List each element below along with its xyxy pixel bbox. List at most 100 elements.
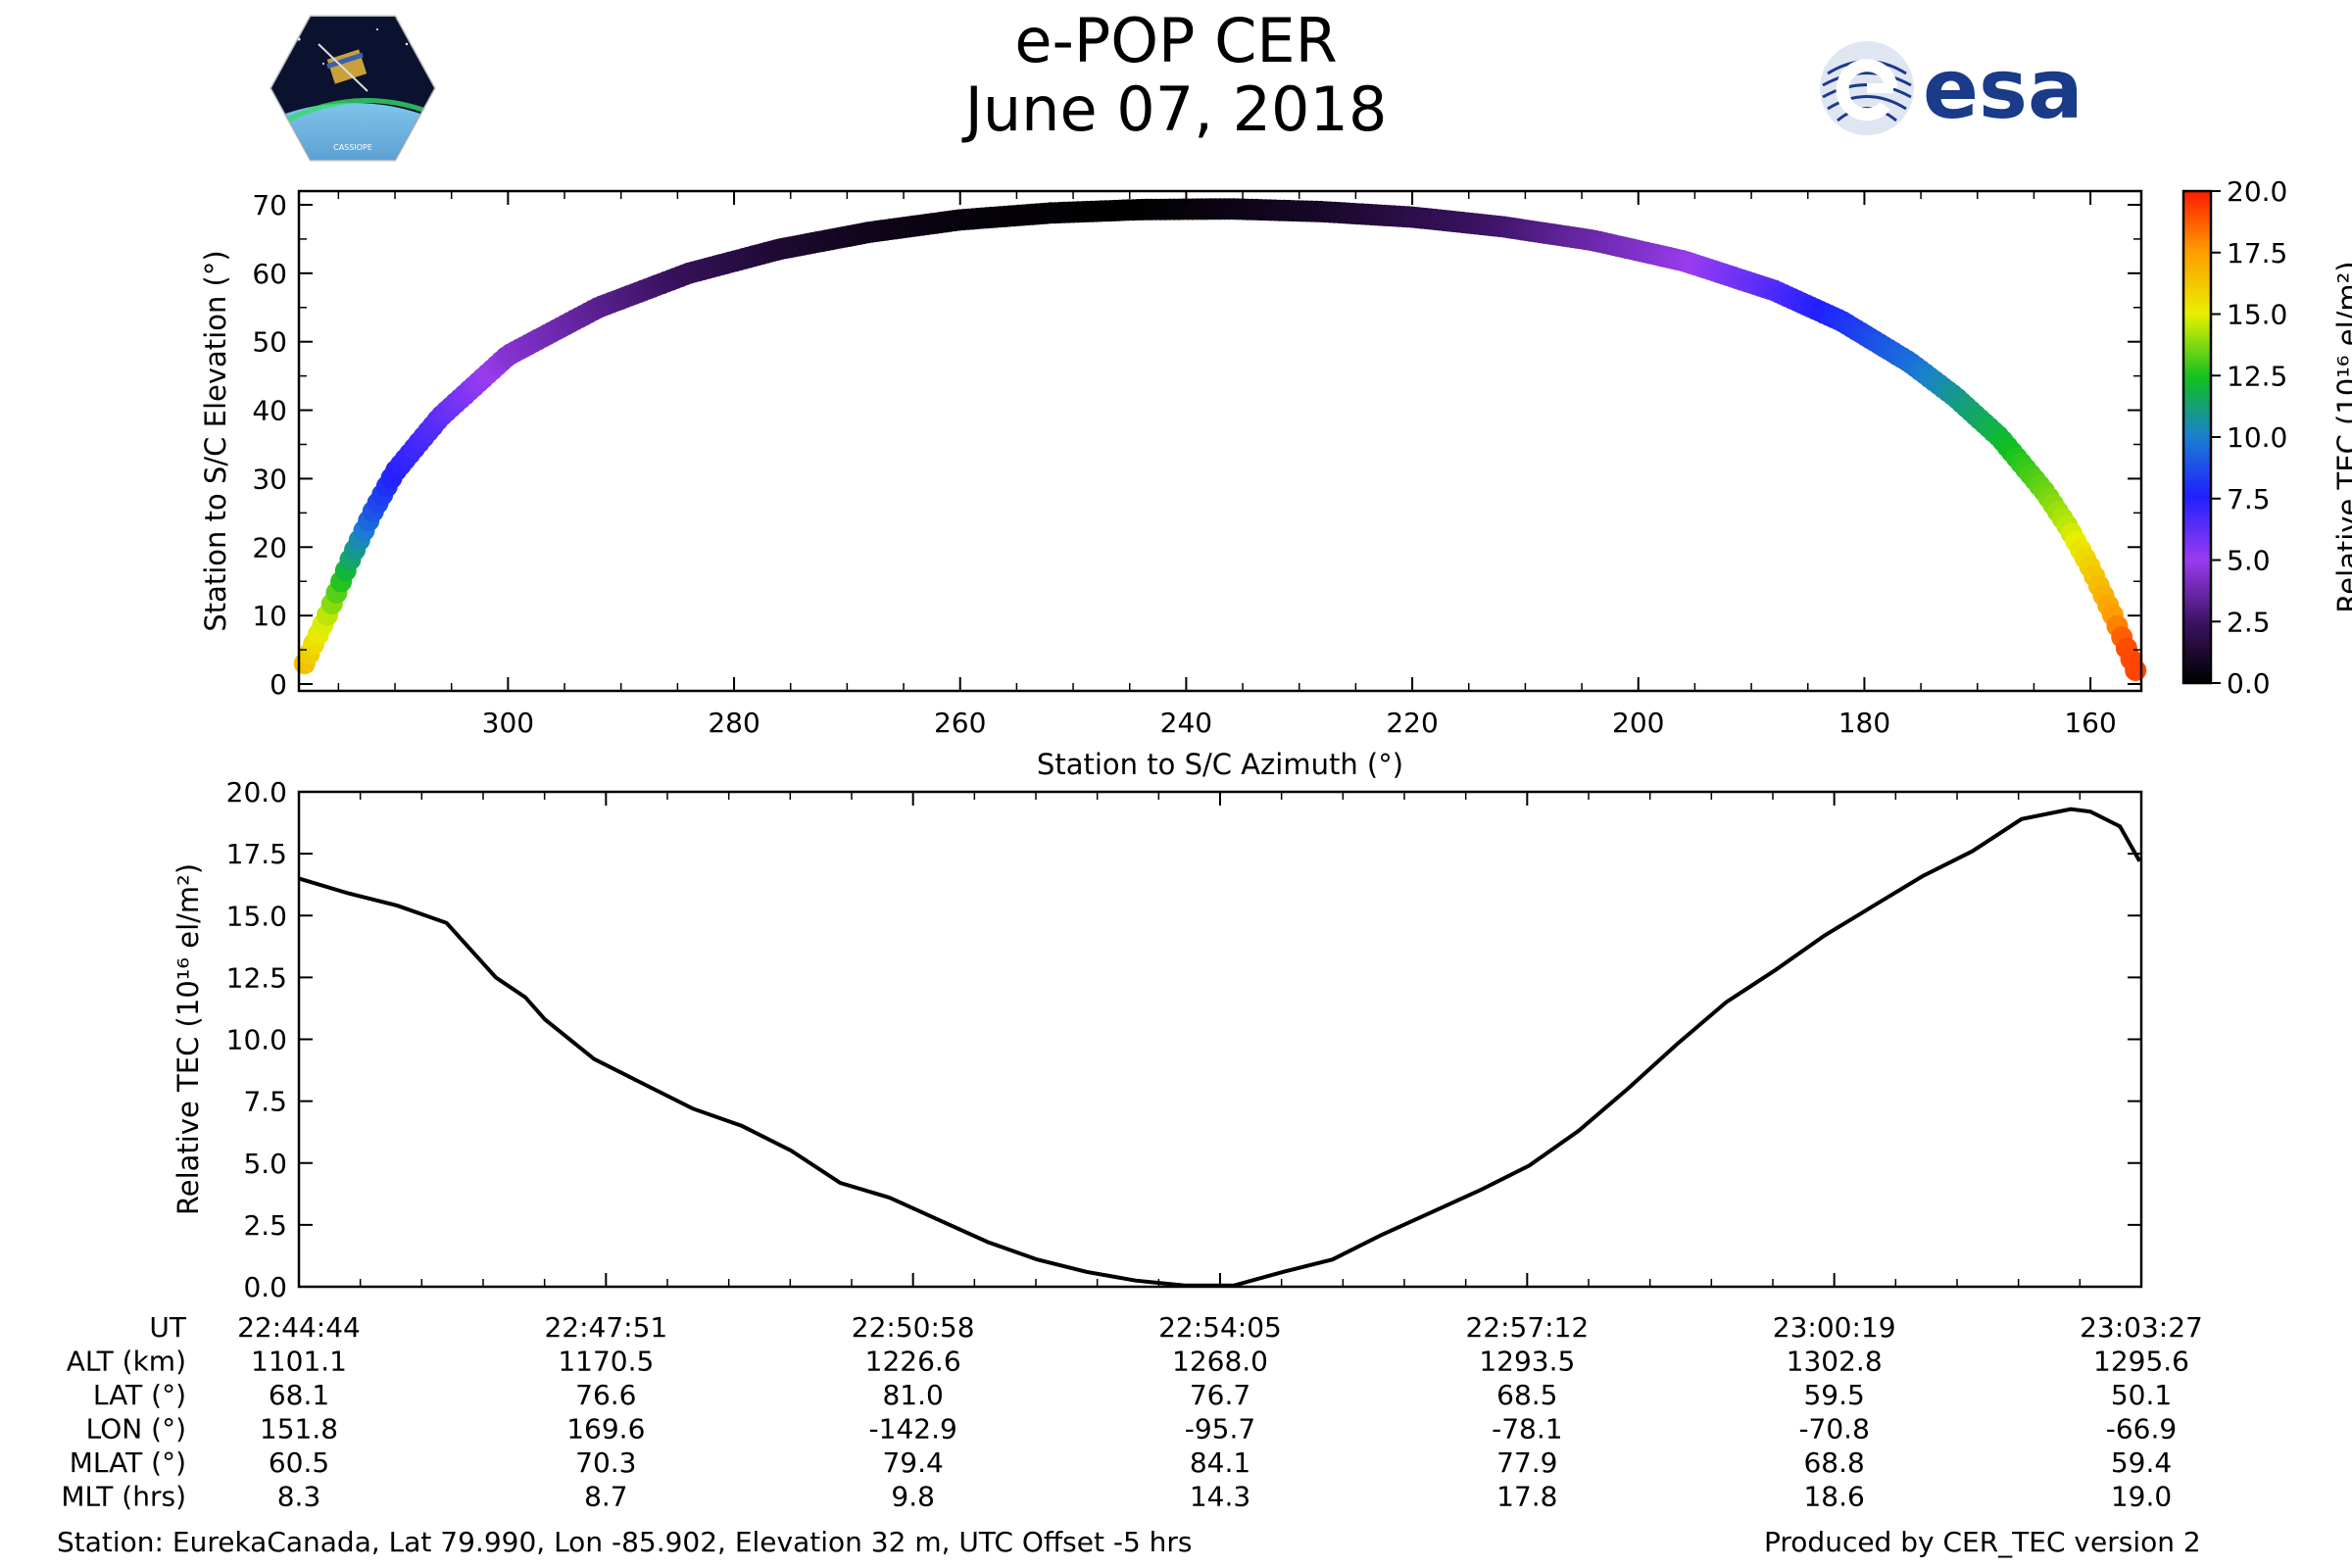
colorbar-tick-label: 5.0 bbox=[2227, 545, 2271, 577]
ephemeris-cell: 22:50:58 bbox=[852, 1311, 975, 1344]
ephemeris-cell: 84.1 bbox=[1190, 1446, 1250, 1479]
colorbar-tick-label: 17.5 bbox=[2227, 237, 2287, 270]
y-tick-label: 0 bbox=[270, 668, 287, 701]
bottom-y-axis-label: Relative TEC (10¹⁶ el/m²) bbox=[172, 863, 205, 1215]
ephemeris-cell: -78.1 bbox=[1492, 1413, 1562, 1446]
y-tick-label: 50 bbox=[252, 326, 287, 359]
ephemeris-cell: 81.0 bbox=[882, 1379, 943, 1411]
ephemeris-cell: 169.6 bbox=[566, 1413, 645, 1446]
svg-text:esa: esa bbox=[1923, 41, 2083, 137]
colorbar-ticks: 0.0 2.5 5.0 7.5 10.0 12.5 15.0 17.5 20.0 bbox=[2211, 175, 2287, 700]
ephemeris-cell: 17.8 bbox=[1496, 1481, 1557, 1513]
y-tick-label: 20 bbox=[252, 531, 287, 564]
ephemeris-cell: 77.9 bbox=[1496, 1446, 1557, 1479]
x-tick-label: 260 bbox=[934, 707, 986, 739]
bottom-y-axis: 0.0 2.5 5.0 7.5 10.0 12.5 15.0 17.5 20.0 bbox=[226, 776, 2141, 1303]
ephemeris-row-label: LON (°) bbox=[86, 1413, 186, 1446]
x-tick-label: 180 bbox=[1838, 707, 1890, 739]
ephemeris-cell: 8.3 bbox=[277, 1481, 321, 1513]
x-tick-label: 220 bbox=[1386, 707, 1438, 739]
ephemeris-cell: -142.9 bbox=[869, 1413, 957, 1446]
top-x-axis-label: Station to S/C Azimuth (°) bbox=[1037, 748, 1403, 781]
ephemeris-row-label: MLT (hrs) bbox=[61, 1481, 186, 1513]
satellite-track bbox=[293, 198, 2147, 681]
top-y-axis: 0 10 20 30 40 50 60 70 bbox=[252, 189, 2141, 701]
chart-date: June 07, 2018 bbox=[964, 74, 1388, 145]
ephemeris-cell: -70.8 bbox=[1798, 1413, 1869, 1446]
ephemeris-cell: 9.8 bbox=[891, 1481, 935, 1513]
chart-title: e-POP CER bbox=[1014, 5, 1338, 76]
ephemeris-cell: 1295.6 bbox=[2093, 1346, 2189, 1378]
ephemeris-cell: 22:54:05 bbox=[1158, 1311, 1282, 1344]
top-plot-frame bbox=[297, 189, 2143, 693]
colorbar: 0.0 2.5 5.0 7.5 10.0 12.5 15.0 17.5 20.0 Relativ… bbox=[2181, 175, 2352, 700]
x-tick-label: 280 bbox=[708, 707, 760, 739]
x-tick-label: 300 bbox=[482, 707, 534, 739]
ephemeris-cell: -95.7 bbox=[1185, 1413, 1255, 1446]
colorbar-tick-label: 12.5 bbox=[2227, 360, 2287, 392]
ephemeris-cell: 76.7 bbox=[1190, 1379, 1250, 1411]
tec-time-series-plot: 0.0 2.5 5.0 7.5 10.0 12.5 15.0 17.5 20.0 Relativ… bbox=[172, 776, 2143, 1303]
colorbar-tick-label: 0.0 bbox=[2227, 667, 2271, 700]
y-tick-label: 15.0 bbox=[226, 900, 287, 932]
ephemeris-cell: 1302.8 bbox=[1787, 1346, 1883, 1378]
colorbar-label: Relative TEC (10¹⁶ el/m²) bbox=[2331, 261, 2352, 612]
colorbar-gradient bbox=[2181, 189, 2213, 685]
station-info: Station: EurekaCanada, Lat 79.990, Lon -… bbox=[57, 1526, 1193, 1558]
ephemeris-row-label: UT bbox=[149, 1311, 186, 1344]
ephemeris-row-label: MLAT (°) bbox=[70, 1446, 186, 1479]
ephemeris-cell: 22:44:44 bbox=[237, 1311, 361, 1344]
ephemeris-cell: 68.8 bbox=[1803, 1446, 1864, 1479]
ephemeris-cell: 59.4 bbox=[2111, 1446, 2172, 1479]
y-tick-label: 0.0 bbox=[243, 1271, 287, 1303]
ephemeris-cell: 76.6 bbox=[575, 1379, 636, 1411]
y-tick-label: 10.0 bbox=[226, 1024, 287, 1056]
ephemeris-cell: 23:03:27 bbox=[2080, 1311, 2203, 1344]
colorbar-tick-label: 15.0 bbox=[2227, 299, 2287, 331]
ephemeris-cell: 68.5 bbox=[1496, 1379, 1557, 1411]
ephemeris-cell: 14.3 bbox=[1190, 1481, 1250, 1513]
ephemeris-cell: 1293.5 bbox=[1479, 1346, 1575, 1378]
y-tick-label: 20.0 bbox=[226, 776, 287, 808]
elevation-azimuth-plot: 300 280 260 240 220 200 180 160 0 10 20 30 40 50 60 70… bbox=[199, 189, 2147, 781]
track-point bbox=[2125, 660, 2147, 681]
colorbar-tick-label: 2.5 bbox=[2227, 606, 2271, 638]
y-tick-label: 7.5 bbox=[243, 1086, 287, 1118]
bottom-x-axis bbox=[298, 792, 2142, 1287]
top-y-axis-label: Station to S/C Elevation (°) bbox=[199, 250, 232, 631]
x-tick-label: 240 bbox=[1160, 707, 1212, 739]
ephemeris-cell: 1170.5 bbox=[558, 1346, 654, 1378]
ephemeris-cell: 59.5 bbox=[1803, 1379, 1864, 1411]
bottom-plot-frame bbox=[297, 790, 2143, 1289]
ephemeris-row-label: LAT (°) bbox=[93, 1379, 186, 1411]
ephemeris-cell: 18.6 bbox=[1803, 1481, 1864, 1513]
ephemeris-cell: 22:47:51 bbox=[544, 1311, 667, 1344]
y-tick-label: 17.5 bbox=[226, 838, 287, 870]
ephemeris-cell: 1226.6 bbox=[865, 1346, 961, 1378]
ephemeris-cell: 19.0 bbox=[2111, 1481, 2172, 1513]
ephemeris-cell: 70.3 bbox=[575, 1446, 636, 1479]
ephemeris-cell: 1268.0 bbox=[1172, 1346, 1268, 1378]
ephemeris-cell: 68.1 bbox=[269, 1379, 329, 1411]
ephemeris-cell: 8.7 bbox=[584, 1481, 628, 1513]
ephemeris-cell: 22:57:12 bbox=[1465, 1311, 1589, 1344]
y-tick-label: 60 bbox=[252, 258, 287, 290]
ephemeris-cell: 50.1 bbox=[2111, 1379, 2172, 1411]
colorbar-tick-label: 20.0 bbox=[2227, 175, 2287, 208]
ephemeris-row-label: ALT (km) bbox=[67, 1346, 186, 1378]
top-x-axis: 300 280 260 240 220 200 180 160 bbox=[337, 191, 2117, 739]
ephemeris-cell: 151.8 bbox=[260, 1413, 338, 1446]
ephemeris-cell: 79.4 bbox=[882, 1446, 943, 1479]
esa-logo: esa bbox=[1820, 41, 2083, 137]
ephemeris-cell: 60.5 bbox=[269, 1446, 329, 1479]
cassiope-logo: CASSIOPE bbox=[270, 15, 436, 162]
y-tick-label: 40 bbox=[252, 395, 287, 427]
ephemeris-cell: -66.9 bbox=[2106, 1413, 2177, 1446]
ephemeris-cell: 23:00:19 bbox=[1773, 1311, 1896, 1344]
produced-by: Produced by CER_TEC version 2 bbox=[1764, 1526, 2201, 1558]
colorbar-tick-label: 7.5 bbox=[2227, 483, 2271, 515]
y-tick-label: 12.5 bbox=[226, 961, 287, 994]
x-tick-label: 160 bbox=[2064, 707, 2116, 739]
